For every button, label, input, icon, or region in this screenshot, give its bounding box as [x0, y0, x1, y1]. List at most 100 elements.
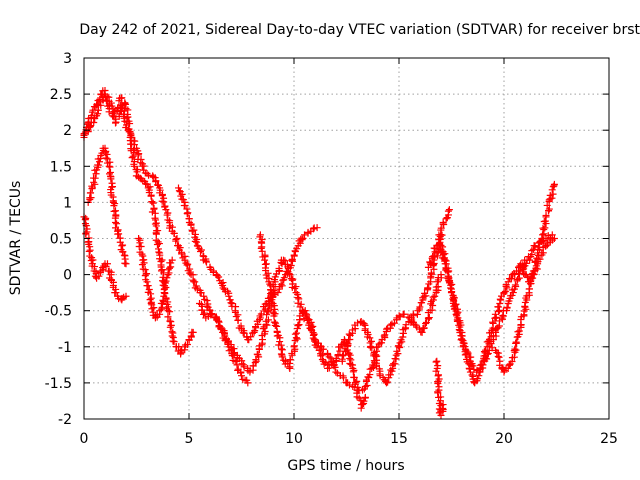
data-point	[277, 280, 285, 288]
data-point	[161, 202, 169, 210]
data-point	[265, 307, 273, 315]
data-point	[175, 187, 183, 195]
data-point	[530, 270, 538, 278]
data-point	[117, 94, 125, 102]
data-point	[331, 363, 339, 371]
data-point	[118, 294, 126, 302]
data-point	[291, 284, 299, 292]
data-point	[330, 362, 338, 370]
data-point	[461, 343, 469, 351]
series-satellite-track-13	[492, 235, 558, 376]
data-point	[299, 234, 307, 242]
data-point	[168, 256, 176, 264]
data-point	[463, 348, 471, 356]
data-point	[545, 207, 553, 215]
data-point	[130, 149, 138, 157]
data-point	[170, 338, 178, 346]
series-satellite-track-3	[80, 213, 130, 304]
data-point	[138, 162, 146, 170]
data-point	[148, 198, 156, 206]
data-point	[290, 251, 298, 259]
data-point	[383, 325, 391, 333]
data-point	[443, 267, 451, 275]
data-point	[278, 353, 286, 361]
series-satellite-track-11	[424, 180, 558, 387]
data-point	[436, 238, 444, 246]
data-point	[295, 295, 303, 303]
data-point	[452, 310, 460, 318]
data-point	[395, 312, 403, 320]
data-point	[172, 237, 180, 245]
x-axis-label: GPS time / hours	[287, 458, 404, 474]
data-point	[138, 261, 146, 269]
data-point	[367, 342, 375, 350]
data-point	[493, 349, 501, 357]
data-point	[293, 335, 301, 343]
data-point	[230, 350, 238, 358]
data-point	[528, 247, 536, 255]
data-point	[158, 197, 166, 205]
data-point	[442, 215, 450, 223]
data-point	[257, 244, 265, 252]
data-point	[203, 258, 211, 266]
data-point	[433, 357, 441, 365]
data-point	[261, 256, 269, 264]
data-point	[341, 345, 349, 353]
data-point	[479, 361, 487, 369]
data-point	[416, 303, 424, 311]
data-point	[384, 378, 392, 386]
data-point	[434, 283, 442, 291]
data-point	[377, 339, 385, 347]
data-point	[444, 207, 452, 215]
data-point	[410, 312, 418, 320]
data-point	[271, 273, 279, 281]
series-satellite-track-8	[256, 231, 369, 412]
data-point	[484, 349, 492, 357]
series-satellite-track-2	[80, 86, 197, 358]
y-tick-label: 0.5	[50, 232, 72, 248]
data-point	[313, 224, 321, 232]
data-point	[291, 330, 299, 338]
data-point	[96, 95, 104, 103]
data-point	[158, 266, 166, 274]
data-point	[153, 241, 161, 249]
data-point	[168, 332, 176, 340]
data-point	[293, 245, 301, 253]
data-point	[88, 111, 96, 119]
series-satellite-track-12	[435, 231, 556, 376]
data-point	[266, 290, 274, 298]
data-point	[541, 224, 549, 232]
data-point	[381, 331, 389, 339]
data-point	[93, 100, 101, 108]
data-point	[429, 253, 437, 261]
data-point	[183, 340, 191, 348]
data-point	[128, 154, 136, 162]
data-point	[358, 400, 366, 408]
data-point	[434, 389, 442, 397]
data-point	[529, 245, 537, 253]
grid-lines	[84, 58, 609, 419]
data-point	[548, 186, 556, 194]
data-point	[367, 337, 375, 345]
data-point	[426, 259, 434, 267]
data-point	[102, 262, 110, 270]
data-point	[181, 256, 189, 264]
data-point	[280, 274, 288, 282]
data-point	[512, 282, 520, 290]
data-point	[494, 303, 502, 311]
data-point	[340, 351, 348, 359]
data-point	[121, 99, 129, 107]
data-point	[475, 372, 483, 380]
chart-title: Day 242 of 2021, Sidereal Day-to-day VTE…	[79, 22, 640, 38]
data-point	[190, 278, 198, 286]
series-satellite-track-7	[196, 256, 286, 376]
data-point	[86, 252, 94, 260]
x-tick-label: 0	[80, 431, 89, 447]
data-point	[98, 264, 106, 272]
x-tick-label: 5	[185, 431, 194, 447]
data-point	[129, 152, 137, 160]
data-point	[286, 356, 294, 364]
data-point	[456, 317, 464, 325]
data-point	[427, 269, 435, 277]
